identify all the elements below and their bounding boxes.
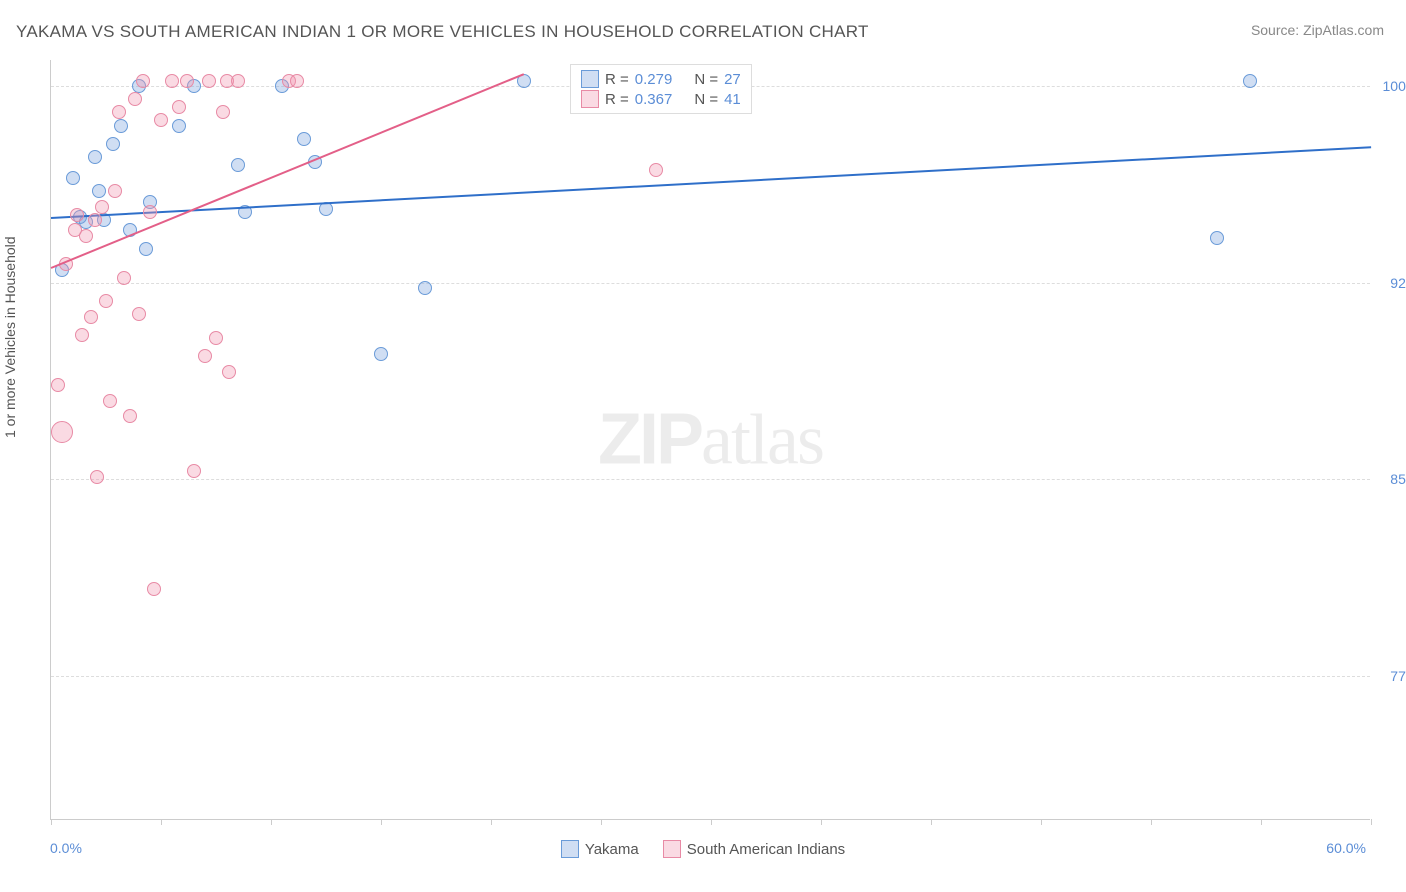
- data-point: [95, 200, 109, 214]
- n-value: 41: [724, 91, 741, 108]
- data-point: [103, 394, 117, 408]
- data-point: [418, 281, 432, 295]
- r-value: 0.279: [635, 71, 673, 88]
- x-tick: [821, 819, 822, 825]
- data-point: [147, 582, 161, 596]
- data-point: [136, 74, 150, 88]
- chart-title: YAKAMA VS SOUTH AMERICAN INDIAN 1 OR MOR…: [16, 22, 869, 42]
- data-point: [1243, 74, 1257, 88]
- r-value: 0.367: [635, 91, 673, 108]
- data-point: [99, 294, 113, 308]
- data-point: [231, 74, 245, 88]
- source-attribution: Source: ZipAtlas.com: [1251, 22, 1384, 38]
- legend-swatch: [581, 70, 599, 88]
- trend-line: [51, 146, 1371, 219]
- data-point: [139, 242, 153, 256]
- data-point: [70, 208, 84, 222]
- x-tick: [1261, 819, 1262, 825]
- data-point: [88, 213, 102, 227]
- series-legend-item: South American Indians: [663, 840, 845, 858]
- data-point: [51, 378, 65, 392]
- data-point: [222, 365, 236, 379]
- y-tick-label: 100.0%: [1375, 78, 1406, 94]
- gridline: [51, 676, 1370, 677]
- n-label: N =: [694, 71, 718, 88]
- data-point: [112, 105, 126, 119]
- n-label: N =: [694, 91, 718, 108]
- r-label: R =: [605, 71, 629, 88]
- data-point: [92, 184, 106, 198]
- x-tick: [1041, 819, 1042, 825]
- x-tick: [931, 819, 932, 825]
- x-tick: [711, 819, 712, 825]
- series-name: Yakama: [585, 841, 639, 858]
- data-point: [649, 163, 663, 177]
- data-point: [128, 92, 142, 106]
- data-point: [209, 331, 223, 345]
- data-point: [216, 105, 230, 119]
- stats-legend: R = 0.279 N = 27 R = 0.367 N = 41: [570, 64, 752, 114]
- data-point: [84, 310, 98, 324]
- r-label: R =: [605, 91, 629, 108]
- series-name: South American Indians: [687, 841, 845, 858]
- data-point: [374, 347, 388, 361]
- watermark-bold: ZIP: [598, 399, 701, 479]
- stats-legend-row: R = 0.367 N = 41: [581, 89, 741, 109]
- data-point: [202, 74, 216, 88]
- data-point: [154, 113, 168, 127]
- y-tick-label: 85.0%: [1375, 471, 1406, 487]
- data-point: [231, 158, 245, 172]
- plot-area: ZIPatlas 77.5%85.0%92.5%100.0%: [50, 60, 1370, 820]
- data-point: [51, 421, 73, 443]
- data-point: [114, 119, 128, 133]
- legend-swatch: [581, 90, 599, 108]
- stats-legend-row: R = 0.279 N = 27: [581, 69, 741, 89]
- data-point: [75, 328, 89, 342]
- x-tick: [1151, 819, 1152, 825]
- data-point: [297, 132, 311, 146]
- data-point: [165, 74, 179, 88]
- y-tick-label: 92.5%: [1375, 275, 1406, 291]
- trend-line: [51, 73, 525, 269]
- x-tick: [381, 819, 382, 825]
- series-legend-item: Yakama: [561, 840, 639, 858]
- x-tick: [1371, 819, 1372, 825]
- gridline: [51, 283, 1370, 284]
- data-point: [180, 74, 194, 88]
- data-point: [1210, 231, 1224, 245]
- data-point: [117, 271, 131, 285]
- series-legend: Yakama South American Indians: [0, 840, 1406, 858]
- data-point: [172, 100, 186, 114]
- gridline: [51, 479, 1370, 480]
- data-point: [123, 409, 137, 423]
- data-point: [88, 150, 102, 164]
- data-point: [172, 119, 186, 133]
- data-point: [290, 74, 304, 88]
- data-point: [187, 464, 201, 478]
- legend-swatch: [663, 840, 681, 858]
- x-tick: [601, 819, 602, 825]
- data-point: [79, 229, 93, 243]
- data-point: [106, 137, 120, 151]
- data-point: [132, 307, 146, 321]
- data-point: [90, 470, 104, 484]
- y-tick-label: 77.5%: [1375, 668, 1406, 684]
- x-tick: [161, 819, 162, 825]
- watermark-light: atlas: [701, 399, 823, 479]
- watermark: ZIPatlas: [598, 398, 823, 481]
- x-tick: [271, 819, 272, 825]
- data-point: [108, 184, 122, 198]
- n-value: 27: [724, 71, 741, 88]
- data-point: [198, 349, 212, 363]
- y-axis-label: 1 or more Vehicles in Household: [2, 236, 18, 438]
- data-point: [66, 171, 80, 185]
- x-tick: [51, 819, 52, 825]
- legend-swatch: [561, 840, 579, 858]
- data-point: [143, 205, 157, 219]
- x-tick: [491, 819, 492, 825]
